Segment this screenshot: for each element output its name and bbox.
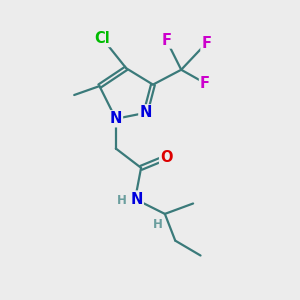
Text: H: H (152, 218, 162, 231)
Text: F: F (202, 35, 212, 50)
Text: N: N (130, 191, 143, 206)
Text: H: H (117, 194, 127, 207)
Text: F: F (200, 76, 210, 91)
Text: O: O (160, 150, 172, 165)
Text: N: N (110, 111, 122, 126)
Text: N: N (140, 105, 152, 120)
Text: Cl: Cl (94, 31, 110, 46)
Text: F: F (161, 32, 171, 47)
